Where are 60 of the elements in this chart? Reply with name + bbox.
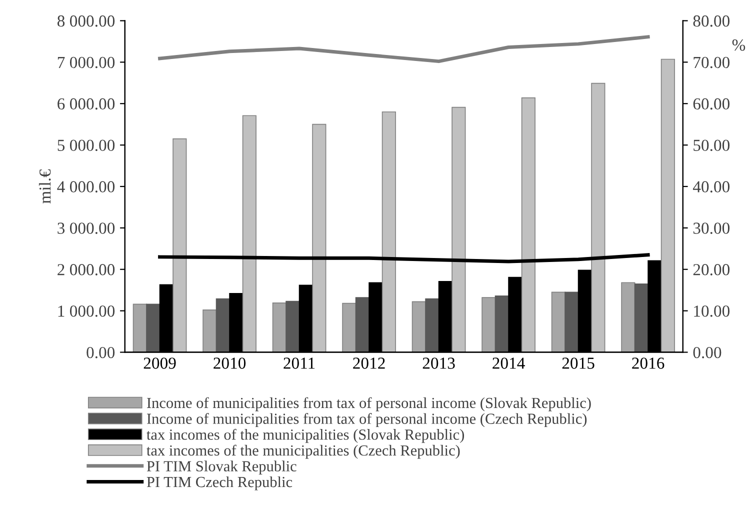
- y2-tick-label: 10.00: [694, 306, 730, 317]
- x-tick-label: 2010: [214, 358, 246, 369]
- x-tick-label: 2015: [562, 358, 594, 369]
- x-tick-label: 2016: [632, 358, 664, 369]
- bar: [272, 302, 286, 352]
- bar: [494, 295, 509, 352]
- y-tick-label: 1 000.00: [58, 306, 115, 317]
- bar: [634, 283, 648, 352]
- bar: [355, 297, 370, 352]
- line-series: [158, 35, 650, 64]
- legend-label: PI TIM Slovak Republic: [146, 460, 296, 475]
- x-tick-label: 2011: [284, 358, 315, 369]
- bar: [591, 82, 606, 352]
- y2-tick-label: 50.00: [694, 140, 730, 152]
- y-tick-label: 2 000.00: [58, 264, 115, 276]
- bar: [551, 292, 566, 352]
- legend-label: Income of municipalities from tax of personal income (Slovak Republic): [147, 397, 591, 412]
- y-tick-label: 6 000.00: [58, 98, 115, 110]
- bar: [621, 282, 636, 352]
- bar: [312, 124, 326, 352]
- bar: [146, 304, 160, 352]
- bar: [412, 301, 426, 352]
- x-tick-label: 2013: [422, 358, 455, 369]
- y-tick-label: 8 000.00: [57, 15, 115, 27]
- bar: [521, 97, 536, 352]
- legend-label: tax incomes of the municipalities (Czech Republic): [146, 444, 460, 459]
- y2-tick-label: 40.00: [692, 181, 730, 192]
- x-tick-label: 2012: [353, 358, 385, 369]
- bar: [452, 106, 466, 352]
- y-tick-label: 4 000.00: [57, 181, 115, 192]
- x-tick-label: 2009: [144, 358, 176, 369]
- y2-tick-label: 20.00: [693, 264, 730, 276]
- legend-label: tax incomes of the municipalities (Slovak Republic): [146, 428, 464, 443]
- y2-tick-label: 30.00: [693, 222, 730, 234]
- y-tick-label: 5 000.00: [58, 140, 115, 152]
- legend-label: PI TIM Czech Republic: [146, 476, 292, 490]
- y2-tick-label: 60.00: [693, 98, 730, 110]
- bar: [202, 310, 217, 352]
- bar: [286, 300, 300, 352]
- bar: [564, 292, 579, 352]
- y2-axis-title: %: [732, 39, 746, 51]
- y2-tick-label: 80.00: [693, 15, 730, 27]
- bar: [342, 302, 356, 352]
- bar: [660, 58, 675, 352]
- bar: [425, 298, 440, 352]
- y-tick-label: 0.00: [86, 346, 115, 358]
- bar: [242, 115, 256, 352]
- bar: [216, 298, 230, 352]
- y2-tick-label: 0.00: [693, 346, 722, 358]
- bar: [172, 138, 187, 352]
- y2-tick-label: 70.00: [694, 56, 730, 68]
- line-series: [158, 253, 650, 264]
- legend-label: Income of municipalities from tax of personal income (Czech Republic): [147, 413, 587, 428]
- y-tick-label: 7 000.00: [58, 56, 115, 68]
- bar: [132, 304, 147, 352]
- bar: [482, 297, 496, 352]
- x-tick-label: 2014: [492, 358, 525, 369]
- y-axis-title: mil.€: [38, 169, 51, 204]
- bar: [382, 111, 396, 352]
- y-tick-label: 3 000.00: [58, 222, 115, 234]
